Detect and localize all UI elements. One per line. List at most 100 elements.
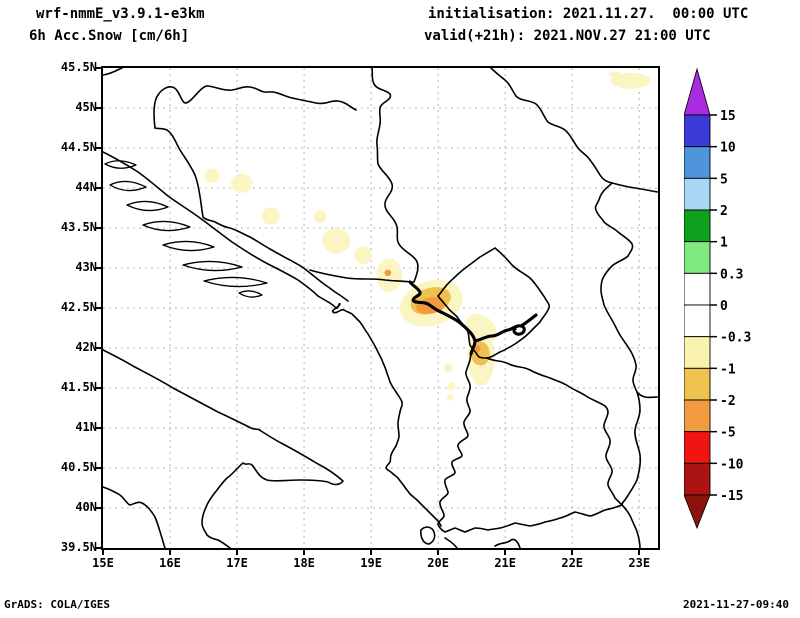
y-tick xyxy=(95,67,101,69)
border-macedonia-bulgaria xyxy=(603,405,623,506)
y-tick-label: 45N xyxy=(75,100,97,114)
border-macedonia-north xyxy=(486,357,606,407)
colorbar-tick-label: -15 xyxy=(720,489,743,504)
border-sava-north xyxy=(153,85,357,129)
graticule-gridlines xyxy=(103,68,658,548)
border-serbia-bulgaria xyxy=(594,182,658,399)
colorbar-segment xyxy=(683,209,711,243)
y-tick-label: 43N xyxy=(75,260,97,274)
snow-area--0.3cm xyxy=(447,382,456,391)
snow-area--0.3cm xyxy=(204,168,220,184)
colorbar-segment xyxy=(683,304,711,338)
border-albania-kosovo-thick xyxy=(473,313,538,343)
colorbar-segment xyxy=(683,146,711,179)
island xyxy=(142,220,191,232)
island xyxy=(182,260,243,272)
colorbar-segment xyxy=(683,241,711,274)
snow-area--0.3cm xyxy=(322,228,351,254)
x-tick xyxy=(571,550,574,555)
variable-title: 6h Acc.Snow [cm/6h] xyxy=(29,28,190,44)
y-tick xyxy=(95,507,101,509)
y-tick xyxy=(95,267,101,269)
x-tick-label: 21E xyxy=(494,556,517,570)
y-tick xyxy=(95,187,101,189)
island-corfu xyxy=(420,526,436,545)
colorbar-tick-label: 2 xyxy=(720,204,728,219)
y-tick xyxy=(95,427,101,429)
colorbar-top-arrow xyxy=(683,67,711,116)
x-tick-label: 15E xyxy=(92,556,114,570)
colorbar-segment xyxy=(683,399,711,433)
y-tick-label: 43.5N xyxy=(60,220,97,234)
snow-area--2cm xyxy=(384,269,392,276)
colorbar-bottom-arrow xyxy=(683,494,711,530)
colorbar-tick-label: 1 xyxy=(720,236,728,251)
x-tick-label: 17E xyxy=(226,556,248,570)
snow-accumulation-shading xyxy=(204,71,651,401)
border-top-left-corner xyxy=(103,68,123,76)
colorbar-segment xyxy=(683,272,711,306)
x-tick-label: 22E xyxy=(561,556,584,570)
initialisation-time: initialisation: 2021.11.27. 00:00 UTC xyxy=(428,6,749,22)
snow-area--0.3cm xyxy=(446,394,454,401)
snow-area--0.3cm xyxy=(261,207,280,225)
colorbar-segment xyxy=(683,114,711,148)
snow-area--0.3cm xyxy=(314,210,327,224)
creation-timestamp: 2021-11-27-09:40 xyxy=(683,598,789,611)
border-greece-north xyxy=(441,504,623,533)
x-tick-label: 23E xyxy=(628,556,651,570)
colorbar-tick-label: 0 xyxy=(720,299,728,314)
coastline-adriatic-east xyxy=(103,151,442,527)
x-tick-label: 20E xyxy=(427,556,449,570)
colorbar-svg: 15 10 5 2 1 0.3 0 -0.3 -1 -2 -5 -10 -15 xyxy=(683,67,751,530)
x-tick-label: 16E xyxy=(159,556,181,570)
colorbar-tick-label: 5 xyxy=(720,172,728,187)
y-tick-label: 40.5N xyxy=(60,460,97,474)
y-tick-label: 44N xyxy=(75,180,97,194)
island xyxy=(109,180,147,192)
y-tick-label: 41N xyxy=(75,420,97,434)
colorbar-tick-label: 0.3 xyxy=(720,267,743,282)
y-tick xyxy=(95,467,101,469)
colorbar-segment xyxy=(683,336,711,369)
y-tick-label: 41.5N xyxy=(60,380,97,394)
snow-area--0.3cm xyxy=(231,173,253,193)
adriatic-islands xyxy=(104,160,268,298)
y-tick-label: 44.5N xyxy=(60,140,97,154)
x-tick xyxy=(504,550,507,555)
grads-credit: GrADS: COLA/IGES xyxy=(4,598,110,611)
colorbar-segment xyxy=(683,462,711,496)
snow-area--0.3cm xyxy=(609,71,622,78)
x-tick-label: 18E xyxy=(293,556,315,570)
y-tick xyxy=(95,347,101,349)
border-montenegro-albania-thick xyxy=(408,280,477,356)
snow-area--0.3cm xyxy=(354,246,372,264)
x-tick xyxy=(437,550,440,555)
y-tick-label: 42.5N xyxy=(60,300,97,314)
colorbar-tick-label: 10 xyxy=(720,141,736,156)
y-tick-label: 45.5N xyxy=(60,60,97,74)
x-tick xyxy=(303,550,306,555)
y-tick-label: 42N xyxy=(75,340,97,354)
coastlines-and-borders xyxy=(103,68,658,548)
island xyxy=(162,240,215,252)
snow-area--0.3cm xyxy=(610,72,651,89)
border-drina xyxy=(371,68,419,283)
colorbar-segment xyxy=(683,177,711,211)
snow-area--0.3cm xyxy=(444,364,453,372)
colorbar-segment xyxy=(683,367,711,401)
y-tick xyxy=(95,107,101,109)
colorbar-tick-label: 15 xyxy=(720,109,736,124)
x-tick xyxy=(370,550,373,555)
y-tick-label: 40N xyxy=(75,500,97,514)
island xyxy=(126,200,169,212)
y-tick xyxy=(95,547,101,549)
island xyxy=(203,276,268,288)
border-bulgaria-south xyxy=(621,391,642,548)
map-svg xyxy=(103,68,658,548)
y-tick xyxy=(95,227,101,229)
x-tick xyxy=(236,550,239,555)
coastline-greece-bits xyxy=(444,537,521,548)
border-bosnia-montenegro xyxy=(309,269,411,283)
